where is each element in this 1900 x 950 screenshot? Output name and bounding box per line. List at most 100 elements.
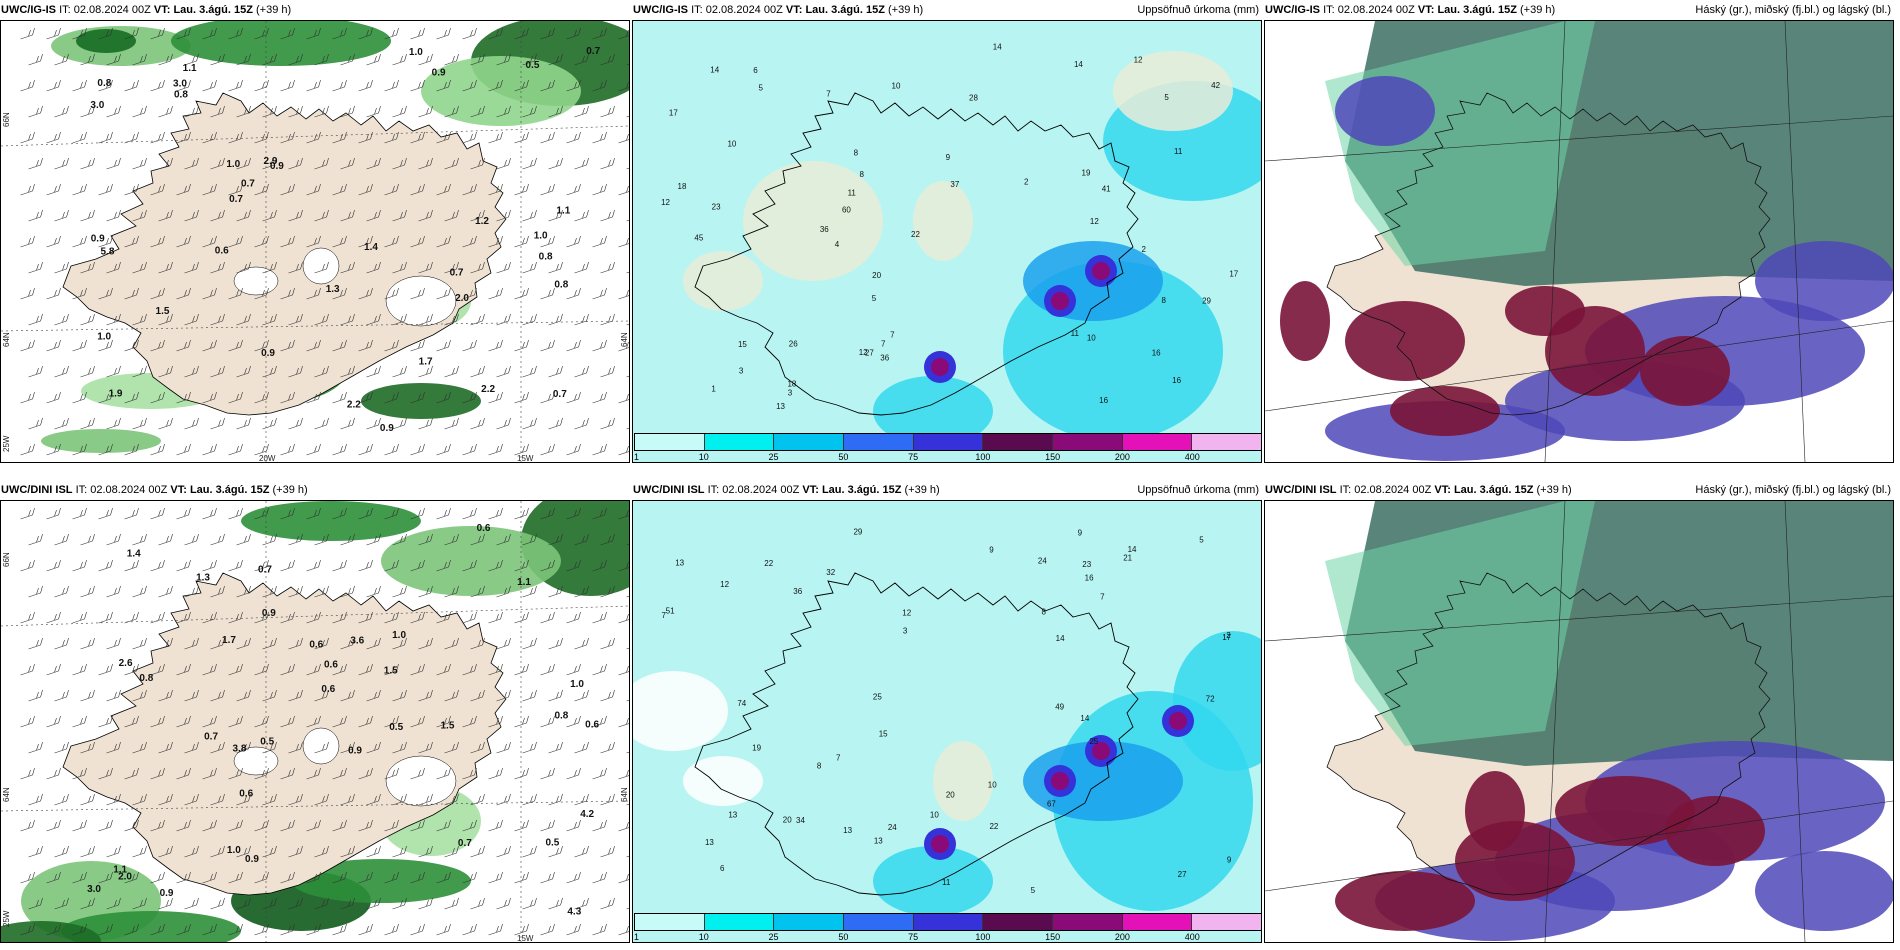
wind-barb xyxy=(626,167,629,170)
wind-barb xyxy=(418,897,433,910)
wind-barb xyxy=(132,417,147,430)
wind-barb xyxy=(106,845,121,858)
wind-barb xyxy=(20,391,35,404)
colorbar-label: 75 xyxy=(908,452,919,462)
wind-barb xyxy=(288,793,303,806)
map-layers xyxy=(1265,501,1893,942)
wind-barb xyxy=(462,611,477,624)
wind-barb xyxy=(392,585,407,598)
wind-barb xyxy=(332,819,347,832)
wind-barb xyxy=(106,533,121,546)
wind-barb xyxy=(176,611,191,624)
precip-max-core xyxy=(1051,292,1069,310)
wind-barb xyxy=(306,819,321,832)
wind-barb xyxy=(176,235,191,248)
wind-barb xyxy=(392,157,407,170)
wind-barb xyxy=(20,767,35,780)
wind-value-label: 5.8 xyxy=(101,247,115,258)
wind-barb xyxy=(592,235,607,248)
wind-barb xyxy=(332,235,347,248)
wind-barb xyxy=(496,53,511,66)
wind-value-label: 0.7 xyxy=(204,731,218,742)
wind-barb xyxy=(254,507,269,520)
wind-barb xyxy=(600,365,615,378)
wind-barb xyxy=(332,339,347,352)
wind-barb xyxy=(228,131,243,144)
colorbar-label: 50 xyxy=(838,452,849,462)
wind-barb xyxy=(488,507,503,520)
precip-shade xyxy=(933,741,993,821)
wind-barb xyxy=(150,131,165,144)
wind-barb xyxy=(540,923,555,936)
wind-barb xyxy=(80,105,95,118)
wind-barb xyxy=(444,417,459,430)
precip-blob xyxy=(171,21,391,66)
precip-value-label: 5 xyxy=(1164,93,1169,102)
wind-barb xyxy=(618,665,629,676)
wind-barb xyxy=(340,845,355,858)
wind-barb xyxy=(262,365,277,378)
model-name: UWC/IG-IS xyxy=(633,4,688,16)
wind-barb xyxy=(210,105,225,118)
wind-barb xyxy=(280,663,295,676)
wind-barb xyxy=(384,287,399,300)
wind-barb xyxy=(522,741,537,754)
wind-barb xyxy=(462,559,477,572)
precip-value-label: 17 xyxy=(1222,633,1231,642)
wind-barb xyxy=(574,313,589,326)
wind-barb xyxy=(28,637,43,650)
wind-barb xyxy=(574,209,589,222)
wind-barb xyxy=(618,81,629,92)
graticule-line xyxy=(1265,595,1893,642)
model-name: UWC/IG-IS xyxy=(1,4,56,16)
precip-blob xyxy=(421,56,581,126)
precip-value-label: 74 xyxy=(737,699,746,708)
wind-barb xyxy=(522,897,537,910)
wind-barb xyxy=(210,897,225,910)
wind-barb xyxy=(158,533,173,546)
wind-barb xyxy=(176,443,191,456)
wind-barb xyxy=(392,845,407,858)
wind-barb xyxy=(488,287,503,300)
wind-value-label: 0.9 xyxy=(245,854,259,865)
wind-barb xyxy=(46,235,61,248)
wind-barb xyxy=(566,131,581,144)
colorbar-label: 75 xyxy=(908,932,919,942)
wind-barb xyxy=(150,715,165,728)
wind-barb xyxy=(28,365,43,378)
wind-value-label: 0.9 xyxy=(261,348,275,359)
wind-barb xyxy=(124,767,139,780)
map-frame: 15 9 8 7 11 13 29 20 27 14 20 7 13 24 21 25 51 22 74 72 67 49… xyxy=(632,500,1262,943)
wind-barb xyxy=(574,897,589,910)
wind-barb xyxy=(202,819,217,832)
wind-barb xyxy=(280,287,295,300)
wind-barb xyxy=(184,365,199,378)
wind-barb xyxy=(306,559,321,572)
wind-barb xyxy=(514,79,529,92)
wind-barb xyxy=(358,611,373,624)
wind-barb xyxy=(314,313,329,326)
wind-barb xyxy=(306,767,321,780)
wind-barb xyxy=(210,313,225,326)
wind-barb xyxy=(54,365,69,378)
wind-barb xyxy=(436,819,451,832)
wind-value-label: 0.6 xyxy=(309,640,323,651)
precip-value-label: 20 xyxy=(872,271,881,280)
wind-barb xyxy=(176,183,191,196)
wind-barb xyxy=(366,689,381,702)
wind-barb xyxy=(288,845,303,858)
wind-value-label: 2.0 xyxy=(118,871,132,882)
wind-barb xyxy=(176,27,191,40)
wind-barb xyxy=(262,897,277,910)
iceland-land xyxy=(62,92,507,416)
wind-barb xyxy=(254,663,269,676)
vt-label: VT: xyxy=(153,4,171,16)
graticule-line xyxy=(1265,320,1893,412)
precip-blob xyxy=(61,911,241,942)
wind-barb xyxy=(366,845,381,858)
wind-barb xyxy=(46,287,61,300)
wind-barb xyxy=(332,923,347,936)
precip-shade xyxy=(683,756,763,806)
wind-barb xyxy=(184,793,199,806)
